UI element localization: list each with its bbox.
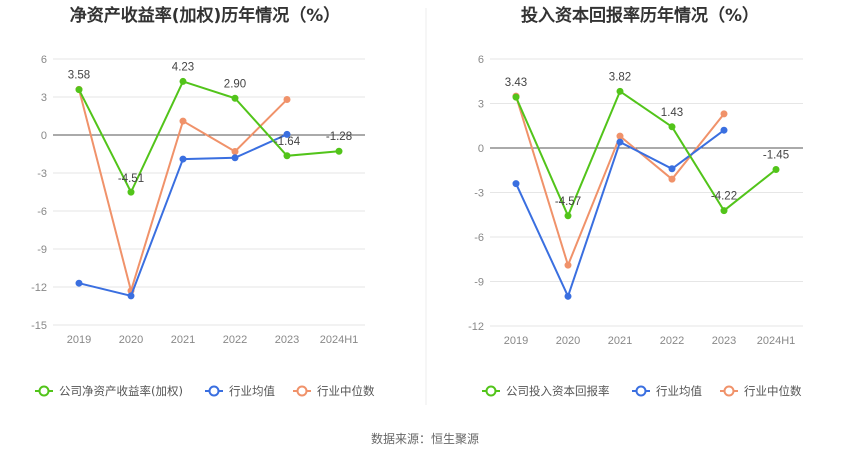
data-point: [231, 147, 239, 155]
series-line: [515, 89, 777, 219]
data-point: [668, 123, 676, 131]
y-tick-label: 3: [41, 92, 47, 104]
x-tick-label: 2020: [556, 335, 580, 347]
data-point: [179, 117, 187, 125]
data-point: [720, 207, 728, 215]
data-point: [283, 96, 291, 104]
y-tick-label: 0: [41, 130, 47, 142]
y-tick-label: -6: [37, 206, 47, 218]
legend-swatch-marker: [208, 385, 220, 397]
y-tick-label: -15: [31, 320, 47, 332]
legend-label: 公司投入资本回报率: [506, 384, 610, 398]
chart-title: 投入资本回报率历年情况（%）: [521, 5, 759, 26]
data-point: [283, 130, 291, 138]
legend-label: 公司净资产收益率(加权): [59, 384, 183, 398]
data-point: [75, 86, 83, 94]
data-label: 2.90: [224, 78, 246, 90]
y-tick-label: -9: [474, 277, 484, 289]
data-point: [564, 212, 572, 220]
data-point: [512, 180, 520, 188]
x-tick-label: 2024H1: [757, 335, 796, 347]
data-point: [231, 154, 239, 162]
x-tick-label: 2023: [712, 335, 736, 347]
data-point: [616, 132, 624, 140]
x-tick-label: 2021: [171, 334, 195, 346]
data-label: 3.58: [68, 70, 90, 82]
legend-label: 行业均值: [656, 384, 702, 398]
legend-swatch-marker: [38, 385, 50, 397]
x-tick-label: 2023: [275, 334, 299, 346]
y-tick-label: 3: [478, 99, 484, 111]
x-tick-label: 2022: [660, 335, 684, 347]
y-tick-label: -9: [37, 244, 47, 256]
x-tick-label: 2020: [119, 334, 143, 346]
y-tick-label: 0: [478, 143, 484, 155]
data-point: [127, 188, 135, 196]
data-label: 3.43: [505, 77, 527, 89]
legend-swatch-marker: [635, 385, 647, 397]
data-label: -4.22: [711, 191, 737, 203]
data-point: [179, 155, 187, 163]
x-tick-label: 2022: [223, 334, 247, 346]
chart-panel-2: 投入资本回报率历年情况（%） 6 3 0 -3 -6 -9 -12 2019 2020 2021 20…: [468, 5, 803, 398]
y-tick-label: -12: [468, 321, 484, 333]
data-point: [283, 152, 291, 160]
x-tick-label: 2019: [67, 334, 91, 346]
y-tick-label: -3: [474, 188, 484, 200]
y-tick-label: -3: [37, 168, 47, 180]
y-tick-label: 6: [41, 54, 47, 66]
data-label: -1.45: [763, 150, 789, 162]
data-point: [668, 175, 676, 183]
legend-label: 行业中位数: [744, 384, 802, 398]
data-point: [179, 77, 187, 85]
x-tick-label: 2019: [504, 335, 528, 347]
data-label: -4.51: [118, 173, 144, 185]
data-point: [564, 261, 572, 269]
data-point: [127, 292, 135, 300]
x-tick-label: 2021: [608, 335, 632, 347]
data-label: 1.43: [661, 107, 683, 119]
data-point: [335, 147, 343, 155]
legend-swatch-marker: [485, 385, 497, 397]
data-label: 4.23: [172, 61, 194, 73]
data-point: [720, 126, 728, 134]
data-point: [512, 93, 520, 101]
data-label: -1.64: [274, 136, 301, 148]
chart-title: 净资产收益率(加权)历年情况（%）: [70, 5, 341, 26]
x-tick-label: 2024H1: [320, 334, 359, 346]
chart-panel-1: 净资产收益率(加权)历年情况（%） 6 3 0 -3 -6 -9 -12 -15 2019 2020…: [31, 5, 375, 398]
data-point: [720, 110, 728, 118]
y-tick-label: 6: [478, 54, 484, 66]
series-line: [515, 129, 725, 300]
data-label: -4.57: [555, 196, 581, 208]
data-point: [75, 279, 83, 287]
data-point: [616, 87, 624, 95]
data-label: 3.82: [609, 71, 631, 83]
source-note: 数据来源：恒生聚源: [371, 431, 479, 446]
series-line: [515, 95, 725, 269]
data-label: -1.28: [326, 131, 352, 143]
legend-label: 行业中位数: [317, 384, 375, 398]
y-tick-label: -6: [474, 232, 484, 244]
y-tick-label: -12: [31, 282, 47, 294]
data-point: [564, 292, 572, 300]
data-point: [231, 94, 239, 102]
legend-swatch-marker: [296, 385, 308, 397]
series-line: [78, 80, 340, 195]
data-point: [616, 138, 624, 146]
data-point: [772, 166, 780, 174]
legend-label: 行业均值: [229, 384, 275, 398]
legend-swatch-marker: [723, 385, 735, 397]
data-point: [668, 165, 676, 173]
